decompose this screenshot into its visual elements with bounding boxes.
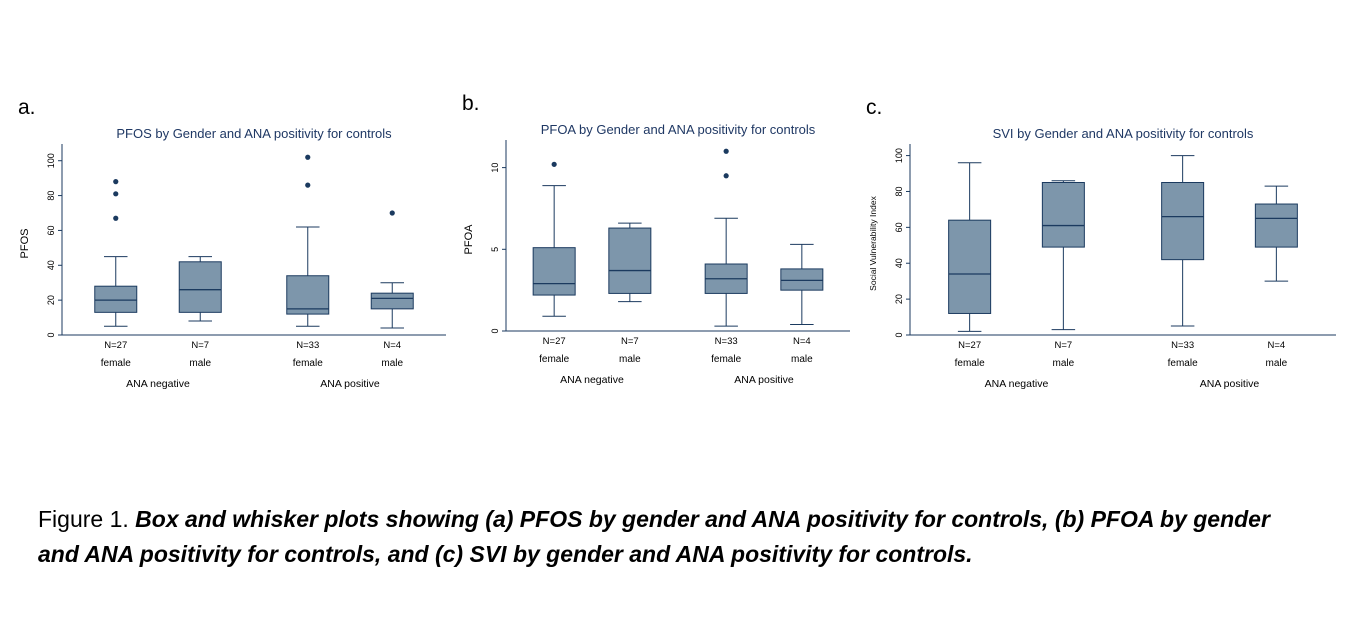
gender-label: female: [711, 354, 741, 365]
n-label: N=4: [1268, 340, 1286, 351]
group-label: ANA positive: [734, 374, 794, 386]
box: [94, 285, 138, 313]
gender-label: female: [293, 358, 323, 369]
outlier-point: [551, 161, 557, 167]
boxplot-pfoa: PFOA by Gender and ANA positivity for co…: [463, 122, 850, 386]
panel-c: c. SVI by Gender and ANA positivity for …: [864, 96, 1346, 432]
outlier-point: [389, 210, 395, 216]
panel-b: b. PFOA by Gender and ANA positivity for…: [460, 92, 860, 428]
n-label: N=7: [1055, 340, 1073, 351]
box: [780, 268, 824, 291]
figure-caption-text: Box and whisker plots showing (a) PFOS b…: [38, 506, 1270, 567]
n-label: N=33: [1171, 340, 1194, 351]
group-label: ANA negative: [560, 374, 624, 386]
y-tick-label: 100: [894, 148, 904, 163]
boxplot-pfos: PFOS by Gender and ANA positivity for co…: [19, 126, 446, 390]
outlier-point: [113, 215, 119, 221]
gender-label: male: [619, 354, 641, 365]
outlier-point: [723, 148, 729, 154]
box: [178, 261, 222, 313]
box: [286, 275, 330, 315]
y-tick-label: 20: [894, 294, 904, 304]
group-label: ANA negative: [985, 378, 1049, 390]
box: [370, 292, 414, 310]
box: [532, 247, 576, 296]
panel-b-label: b.: [462, 92, 480, 115]
n-label: N=27: [543, 336, 566, 347]
n-label: N=4: [793, 336, 811, 347]
gender-label: female: [101, 358, 131, 369]
y-tick-label: 60: [894, 222, 904, 232]
y-tick-label: 0: [490, 328, 500, 333]
y-axis-label: PFOA: [463, 224, 475, 255]
n-label: N=27: [958, 340, 981, 351]
gender-label: male: [1053, 358, 1075, 369]
gender-label: female: [1168, 358, 1198, 369]
panel-a-label: a.: [18, 96, 36, 119]
gender-label: male: [189, 358, 211, 369]
y-tick-label: 0: [46, 332, 56, 337]
box: [1161, 182, 1205, 261]
chart-title: PFOS by Gender and ANA positivity for co…: [116, 126, 392, 141]
box: [1041, 182, 1085, 248]
chart-title: SVI by Gender and ANA positivity for con…: [993, 126, 1254, 141]
figure-caption-label: Figure 1.: [38, 506, 129, 532]
panel-c-label: c.: [866, 96, 883, 119]
outlier-point: [305, 182, 311, 188]
group-label: ANA positive: [320, 378, 380, 390]
gender-label: female: [955, 358, 985, 369]
n-label: N=27: [104, 340, 127, 351]
y-tick-label: 80: [894, 186, 904, 196]
y-tick-label: 80: [46, 191, 56, 201]
y-tick-label: 40: [46, 260, 56, 270]
n-label: N=33: [296, 340, 319, 351]
n-label: N=7: [191, 340, 209, 351]
box: [608, 227, 652, 294]
y-tick-label: 10: [490, 163, 500, 173]
y-tick-label: 100: [46, 153, 56, 168]
panel-a: a. PFOS by Gender and ANA positivity for…: [16, 96, 456, 432]
y-axis-label: Social Vulnerability Index: [868, 195, 878, 290]
chart-title: PFOA by Gender and ANA positivity for co…: [541, 122, 816, 137]
gender-label: female: [539, 354, 569, 365]
n-label: N=7: [621, 336, 639, 347]
box: [1254, 203, 1298, 248]
outlier-point: [113, 191, 119, 197]
box: [948, 219, 992, 314]
n-label: N=33: [715, 336, 738, 347]
outlier-point: [305, 154, 311, 160]
n-label: N=4: [383, 340, 401, 351]
group-label: ANA positive: [1200, 378, 1260, 390]
outlier-point: [113, 179, 119, 185]
group-label: ANA negative: [126, 378, 190, 390]
y-tick-label: 5: [490, 247, 500, 252]
y-tick-label: 60: [46, 225, 56, 235]
y-axis-label: PFOS: [19, 229, 31, 259]
y-tick-label: 20: [46, 295, 56, 305]
gender-label: male: [791, 354, 813, 365]
gender-label: male: [1266, 358, 1288, 369]
figure-caption: Figure 1. Box and whisker plots showing …: [38, 502, 1290, 571]
boxplot-svi: SVI by Gender and ANA positivity for con…: [868, 126, 1336, 390]
gender-label: male: [381, 358, 403, 369]
y-tick-label: 40: [894, 258, 904, 268]
y-tick-label: 0: [894, 332, 904, 337]
outlier-point: [723, 173, 729, 179]
